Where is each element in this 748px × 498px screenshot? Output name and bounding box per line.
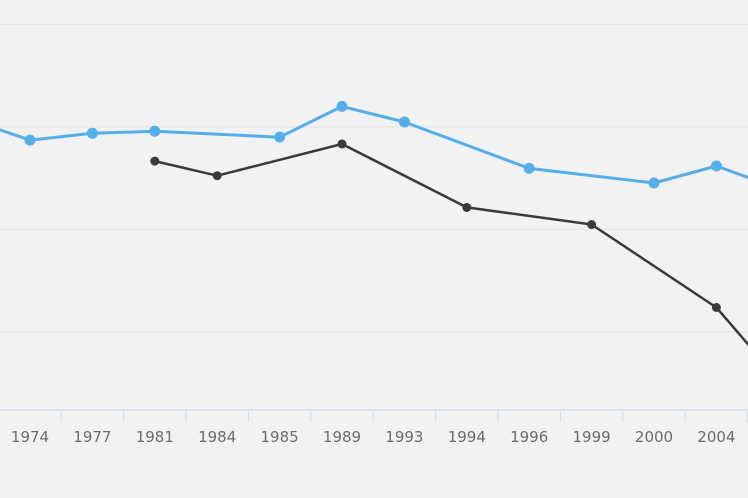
data-point xyxy=(274,131,286,143)
data-point xyxy=(398,116,410,128)
data-point xyxy=(86,127,98,139)
x-tick-label: 1994 xyxy=(448,428,486,446)
data-point xyxy=(150,156,160,166)
x-tick-label: 1984 xyxy=(198,428,236,446)
x-tick-label: 1999 xyxy=(573,428,611,446)
gridlines xyxy=(0,23,748,333)
series-lines xyxy=(0,100,748,347)
data-point xyxy=(710,160,722,172)
series-2 xyxy=(150,139,748,347)
series-line xyxy=(0,104,748,185)
data-point xyxy=(711,303,721,312)
x-tick-labels: 1974 1977 1981 1984 1985 1989 1993 1994 1996 1999… xyxy=(11,428,736,446)
x-tick-label: 2000 xyxy=(635,428,673,446)
data-point xyxy=(24,134,36,146)
data-point xyxy=(212,171,222,181)
series-line xyxy=(153,142,748,347)
data-point xyxy=(523,162,535,174)
x-tick-label: 2004 xyxy=(697,428,735,446)
x-tick-label: 1985 xyxy=(261,428,299,446)
x-tick-label: 1993 xyxy=(385,428,423,446)
data-point xyxy=(462,202,472,212)
data-point xyxy=(336,100,348,112)
x-tick-label: 1996 xyxy=(510,428,548,446)
data-point xyxy=(337,139,347,149)
x-tick-label: 1981 xyxy=(136,428,174,446)
x-tick-label: 1977 xyxy=(73,428,111,446)
data-point xyxy=(587,220,597,230)
x-axis xyxy=(0,409,748,422)
data-point xyxy=(648,177,660,189)
series-1 xyxy=(0,100,748,189)
x-tick-label: 1974 xyxy=(11,428,49,446)
data-point xyxy=(149,125,161,137)
x-tick-label: 1989 xyxy=(323,428,361,446)
